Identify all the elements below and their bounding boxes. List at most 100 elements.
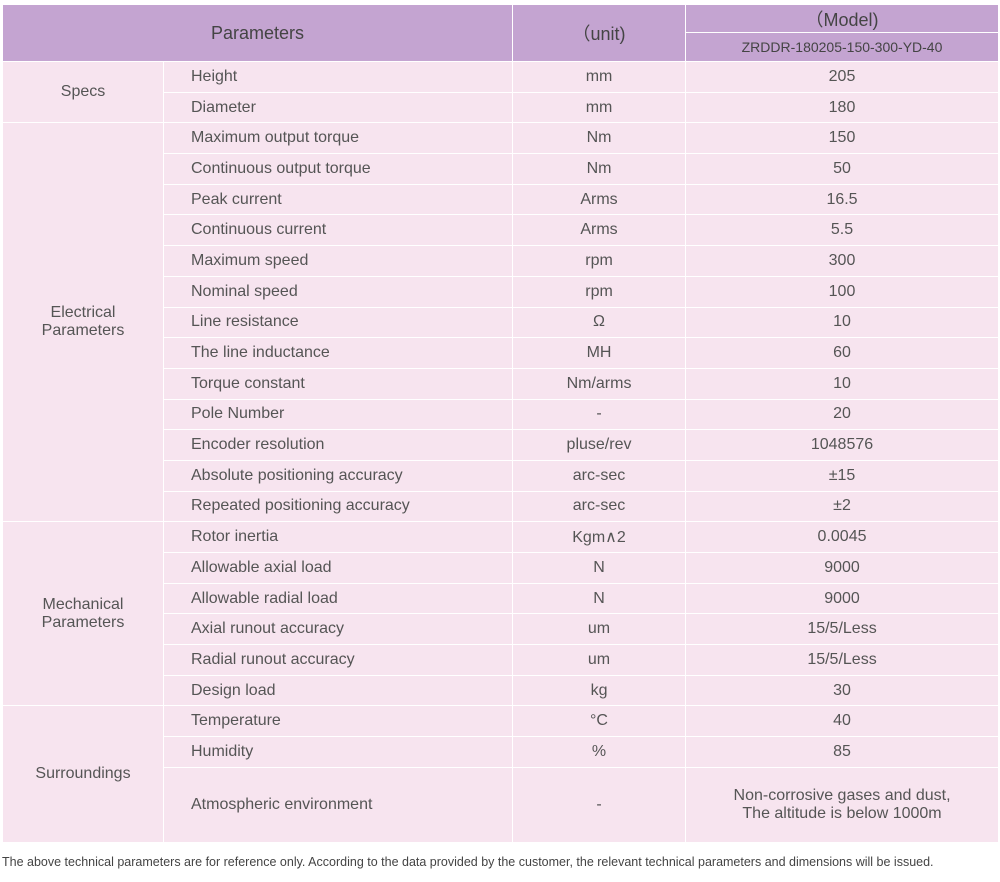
unit-cell: mm [512,61,687,93]
value-cell: 15/5/Less [685,644,1000,676]
table-row: Specs Height mm 205 [2,60,1000,124]
table-row: Absolute positioning accuracy arc-sec ±15 [3,459,1000,492]
parameter-cell: Maximum speed [162,245,514,277]
parameter-cell: Peak current [162,183,514,216]
unit-cell: um [512,613,687,646]
unit-cell: N [512,582,687,615]
parameter-cell: Allowable radial load [162,582,514,615]
value-cell: 85 [685,736,1000,768]
value-cell: 40 [685,705,1000,738]
value-cell: 0.0045 [685,521,1000,553]
unit-cell: Nm [512,153,687,185]
table-row: Torque constant Nm/arms 10 [3,367,1000,400]
unit-cell: rpm [512,275,687,308]
parameter-cell: Line resistance [162,306,514,339]
parameter-cell: Encoder resolution [162,429,514,461]
text-line: Surroundings [35,765,131,783]
unit-cell: Nm [512,122,687,155]
text-line: Mechanical [42,595,124,613]
value-cell: Non-corrosive gases and dust, The altitud… [685,766,1000,843]
unit-cell: arc-sec [512,459,687,492]
table-row: Mechanical Parameters Rotor inertia Kgm∧2 0.… [2,521,1000,707]
header-cell: （Model) [685,4,1000,33]
parameter-cell: Torque constant [162,367,514,400]
table-row: Peak current Arms 16.5 [3,183,1000,216]
parameter-cell: Continuous current [162,214,514,247]
unit-cell: um [512,644,687,676]
value-cell: 60 [685,337,1000,369]
value-cell: 10 [685,367,1000,400]
parameter-cell: Nominal speed [162,275,514,308]
header-cell: ZRDDR-180205-150-300-YD-40 [685,32,1000,62]
unit-cell: °C [512,705,687,738]
text-line: Parameters [41,613,125,631]
unit-cell: - [512,766,687,843]
unit-cell: pluse/rev [512,429,687,461]
footnote: The above technical parameters are for r… [2,855,934,869]
value-cell: 10 [685,306,1000,339]
unit-cell: Nm/arms [512,367,687,400]
unit-cell: N [512,552,687,584]
parameter-cell: Pole Number [162,398,514,431]
spec-table: Parameters （unit) （Model) ZRDDR-180205-1… [1,4,1000,843]
value-cell: 9000 [685,582,1000,615]
group-cell: Mechanical Parameters [2,521,164,707]
unit-cell: Ω [512,306,687,339]
value-cell: 9000 [685,552,1000,584]
value-cell: 15/5/Less [685,613,1000,646]
parameter-cell: Maximum output torque [162,122,514,155]
parameter-cell: Humidity [162,736,514,768]
unit-cell: - [512,398,687,431]
unit-cell: mm [512,91,687,124]
text-line: The altitude is below 1000m [742,804,942,822]
table-row: Electrical Parameters Maximum output torqu… [2,122,1000,523]
value-cell: 50 [685,153,1000,185]
text-line: Non-corrosive gases and dust, [733,786,951,804]
parameter-cell: Allowable axial load [162,552,514,584]
unit-cell: Kgm∧2 [512,521,687,553]
parameter-cell: Continuous output torque [162,153,514,185]
parameter-cell: Radial runout accuracy [162,644,514,676]
parameter-cell: Diameter [162,91,514,124]
table-row: Nominal speed rpm 100 [3,275,1000,308]
group-cell: Specs [2,60,164,124]
parameter-cell: Height [162,61,514,93]
parameter-cell: Repeated positioning accuracy [162,490,514,523]
unit-cell: MH [512,337,687,369]
value-cell: 150 [685,122,1000,155]
group-cell: Surroundings [2,705,164,843]
parameter-cell: Atmospheric environment [162,766,514,843]
unit-cell: arc-sec [512,490,687,523]
value-cell: ±15 [685,459,1000,492]
table-row: Surroundings Temperature °C 40 [2,705,1000,843]
table-row: Pole Number -20 [3,398,1000,431]
value-cell: ±2 [685,490,1000,523]
parameter-cell: Design load [162,674,514,707]
parameter-cell: Axial runout accuracy [162,613,514,646]
text-line: Electrical [50,304,116,322]
table-row: Diameter mm 180 [3,91,1000,124]
value-cell: 100 [685,275,1000,308]
unit-cell: Arms [512,183,687,216]
header-cell: （unit) [512,4,687,62]
table-row: Axial runout accuracy um 15/5/Less [3,613,1000,646]
value-cell: 205 [685,61,1000,93]
unit-cell: rpm [512,245,687,277]
table-row: Design load kg 30 [3,674,1000,707]
value-cell: 180 [685,91,1000,124]
value-cell: 16.5 [685,183,1000,216]
group-cell: Electrical Parameters [2,122,164,523]
text-line: Specs [60,83,106,101]
parameter-cell: Rotor inertia [162,521,514,553]
table-row: Continuous output torque Nm 50 [3,153,1000,185]
table-row: Atmospheric environment - Non-corrosive ga… [3,766,1000,843]
header-cell: Parameters [1,4,514,62]
value-cell: 1048576 [685,429,1000,461]
value-cell: 30 [685,674,1000,707]
value-cell: 300 [685,245,1000,277]
table-row: Line resistance Ω 10 [3,306,1000,339]
table-row: Maximum speed rpm 300 [3,245,1000,277]
table-row: Continuous current Arms 5.5 [3,214,1000,247]
table-row: Allowable axial load N 9000 [3,552,1000,584]
parameter-cell: Absolute positioning accuracy [162,459,514,492]
